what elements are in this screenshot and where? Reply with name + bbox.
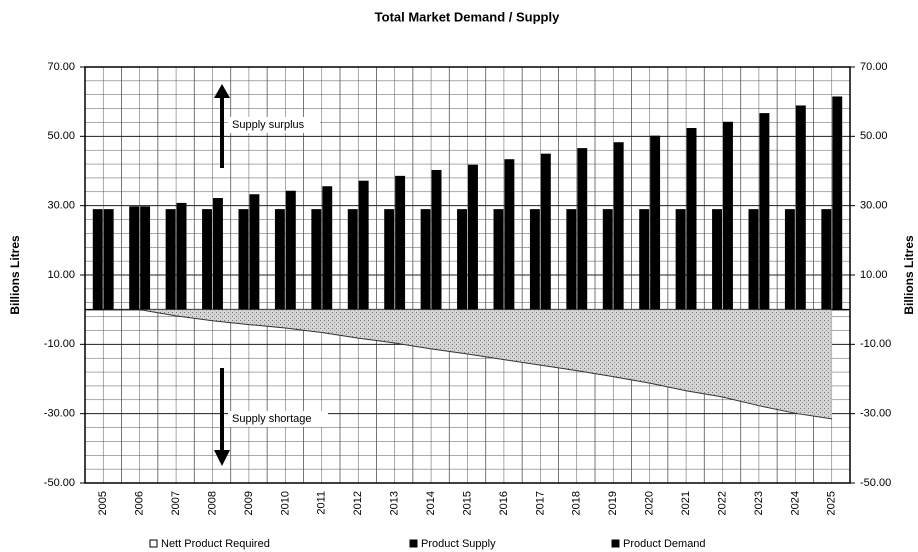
- bar: [821, 209, 832, 310]
- bar: [566, 209, 577, 310]
- x-tick-label: 2014: [425, 491, 437, 515]
- x-tick-label: 2018: [571, 491, 583, 515]
- y-axis-label: Billions Litres: [8, 235, 22, 315]
- bar: [723, 121, 733, 310]
- y-tick-label: 10.00: [47, 269, 75, 281]
- bar: [165, 209, 176, 310]
- bar: [832, 96, 843, 310]
- bar: [529, 209, 540, 310]
- x-tick-label: 2023: [753, 491, 765, 515]
- x-tick-label: 2007: [170, 491, 182, 515]
- y-tick-label: 70.00: [47, 61, 75, 73]
- y2-tick-label: -30.00: [860, 408, 891, 420]
- bar: [493, 209, 504, 310]
- bar: [213, 198, 223, 310]
- bar: [795, 105, 806, 310]
- bar: [274, 209, 285, 310]
- bar: [358, 180, 369, 310]
- bar: [540, 153, 551, 310]
- x-tick-label: 2011: [316, 491, 328, 515]
- x-tick-label: 2005: [97, 491, 109, 515]
- bar: [686, 128, 697, 310]
- bar: [92, 209, 103, 310]
- x-tick-label: 2019: [607, 491, 619, 515]
- x-tick-label: 2021: [680, 491, 692, 515]
- bar: [103, 209, 114, 310]
- annotation-bg: [228, 117, 320, 133]
- legend-swatch: [149, 539, 158, 548]
- bar: [675, 209, 686, 310]
- bar: [431, 169, 442, 310]
- bar: [202, 209, 212, 310]
- bar: [140, 206, 151, 310]
- plot-border: [84, 66, 851, 484]
- x-tick-label: 2022: [716, 491, 728, 515]
- bar: [577, 148, 588, 310]
- area-line: [103, 309, 832, 420]
- bar: [639, 209, 650, 310]
- y2-tick-label: 30.00: [860, 200, 888, 212]
- y-tick-label: -30.00: [44, 408, 75, 420]
- x-tick-label: 2025: [826, 491, 838, 515]
- y-tick-label: -10.00: [44, 338, 75, 350]
- bar: [748, 209, 759, 310]
- bar: [322, 186, 333, 310]
- legend-label: Product Supply: [421, 538, 496, 550]
- x-tick-label: 2012: [352, 491, 364, 515]
- y2-tick-label: 70.00: [860, 61, 888, 73]
- y2-tick-label: 10.00: [860, 269, 888, 281]
- x-tick-label: 2016: [498, 491, 510, 515]
- bar: [784, 209, 795, 310]
- annotation: Supply surplus: [232, 119, 305, 131]
- area: [103, 309, 832, 419]
- bar: [504, 159, 515, 310]
- x-tick-label: 2020: [644, 491, 656, 515]
- y2-axis-label: Billions Litres: [902, 235, 916, 315]
- x-tick-label: 2017: [534, 491, 546, 515]
- bar: [420, 209, 431, 310]
- y-tick-label: 30.00: [47, 200, 75, 212]
- legend-swatch: [409, 539, 418, 548]
- annotation-bg: [228, 411, 328, 427]
- bar: [712, 209, 722, 310]
- x-tick-label: 2015: [461, 491, 473, 515]
- bar: [238, 209, 249, 310]
- bar: [759, 113, 770, 310]
- bar: [395, 175, 406, 310]
- y-tick-label: 50.00: [47, 130, 75, 142]
- x-tick-label: 2010: [279, 491, 291, 515]
- legend-label: Nett Product Required: [161, 538, 270, 550]
- bar: [602, 209, 613, 310]
- y2-tick-label: 50.00: [860, 130, 888, 142]
- legend-swatch: [611, 539, 620, 548]
- bar: [129, 206, 140, 310]
- x-tick-label: 2024: [789, 491, 801, 515]
- y-tick-label: -50.00: [44, 477, 75, 489]
- bar: [613, 142, 624, 310]
- arrow-head: [214, 450, 230, 466]
- bar: [176, 202, 187, 310]
- x-tick-label: 2008: [206, 491, 218, 515]
- x-tick-label: 2009: [243, 491, 255, 515]
- bar: [384, 209, 395, 310]
- bar: [285, 190, 296, 310]
- y2-tick-label: -10.00: [860, 338, 891, 350]
- x-tick-label: 2013: [389, 491, 401, 515]
- x-tick-label: 2006: [134, 491, 146, 515]
- bar: [249, 194, 260, 310]
- legend-label: Product Demand: [623, 538, 706, 550]
- y2-tick-label: -50.00: [860, 477, 891, 489]
- annotation: Supply shortage: [232, 413, 312, 425]
- bar: [650, 135, 661, 310]
- bar: [457, 209, 467, 310]
- bar: [468, 164, 478, 310]
- chart-title: Total Market Demand / Supply: [375, 9, 560, 24]
- bar: [311, 209, 322, 310]
- arrow-head: [214, 84, 230, 98]
- bar: [347, 209, 358, 310]
